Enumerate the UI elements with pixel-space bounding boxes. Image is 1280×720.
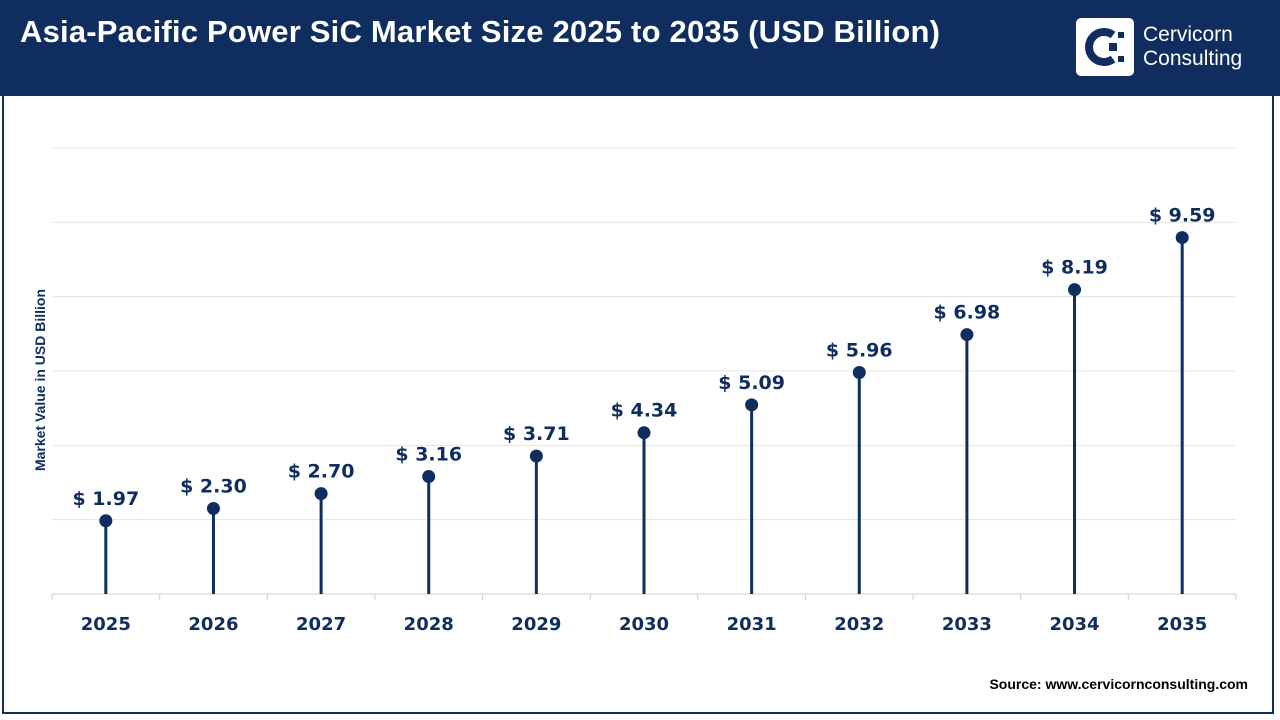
- data-point: [637, 426, 651, 440]
- company-logo: Cervicorn Consulting: [1076, 18, 1266, 76]
- data-point: [745, 398, 759, 412]
- logo-text: Cervicorn Consulting: [1143, 23, 1242, 71]
- data-point: [99, 514, 113, 528]
- data-point: [529, 449, 543, 463]
- chart-title: Asia-Pacific Power SiC Market Size 2025 …: [20, 14, 941, 49]
- data-point: [422, 470, 436, 484]
- x-tick-label: 2029: [511, 614, 561, 635]
- x-tick-label: 2025: [81, 614, 131, 635]
- x-tick-label: 2034: [1049, 614, 1099, 635]
- source-note: Source: www.cervicornconsulting.com: [989, 676, 1248, 692]
- x-tick-label: 2033: [942, 614, 992, 635]
- data-label: $ 5.09: [718, 372, 785, 394]
- data-label: $ 1.97: [72, 488, 139, 510]
- data-point: [314, 487, 328, 501]
- data-label: $ 9.59: [1149, 205, 1216, 227]
- x-tick-label: 2026: [188, 614, 238, 635]
- data-point: [1175, 231, 1189, 245]
- data-label: $ 2.30: [180, 476, 247, 498]
- x-tick-label: 2027: [296, 614, 346, 635]
- data-label: $ 2.70: [288, 461, 355, 483]
- data-label: $ 8.19: [1041, 257, 1108, 279]
- data-point: [1068, 283, 1082, 297]
- logo-line-2: Consulting: [1143, 47, 1243, 70]
- data-label: $ 3.16: [395, 444, 462, 466]
- data-point: [206, 502, 220, 516]
- chart-panel: [2, 96, 1274, 714]
- x-tick-label: 2035: [1157, 614, 1207, 635]
- x-tick-label: 2032: [834, 614, 884, 635]
- x-tick-label: 2028: [404, 614, 454, 635]
- logo-line-1: Cervicorn: [1143, 23, 1233, 46]
- data-label: $ 3.71: [503, 423, 570, 445]
- header-bar: Asia-Pacific Power SiC Market Size 2025 …: [0, 0, 1280, 96]
- data-label: $ 6.98: [934, 302, 1001, 324]
- data-label: $ 5.96: [826, 339, 893, 361]
- x-tick-label: 2031: [727, 614, 777, 635]
- logo-mark-icon: [1076, 18, 1134, 76]
- data-point: [960, 328, 974, 342]
- data-point: [852, 365, 866, 379]
- data-label: $ 4.34: [611, 400, 678, 422]
- x-tick-label: 2030: [619, 614, 669, 635]
